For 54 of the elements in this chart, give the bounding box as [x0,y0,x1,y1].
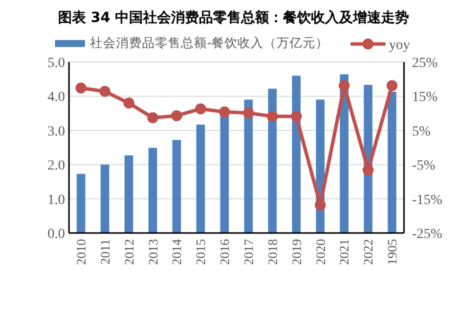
y2-tick-label: -15% [412,192,443,208]
y2-tick-label: 25% [412,56,438,71]
x-tick-label: 2016 [217,238,232,265]
x-tick-label: 2022 [360,239,376,265]
bar [172,140,181,233]
x-tick-label: 1905 [384,239,400,265]
x-tick-label: 2021 [336,239,352,265]
bar [148,148,158,233]
bar [292,76,301,233]
x-tick-label: 2011 [97,239,112,265]
x-tick-label: 2012 [121,239,136,265]
x-tick-label: 2014 [169,238,184,265]
bar [76,174,86,233]
x-tick-label: 2015 [193,239,208,265]
y-tick-label: 0.0 [48,227,65,242]
x-tick-label: 2020 [312,239,328,265]
bar [268,88,277,233]
x-tick-label: 2010 [73,239,88,265]
point [338,80,350,92]
x-tick-label: 2019 [288,239,304,265]
y-tick-label: 3.0 [48,124,65,140]
point [75,82,86,94]
point [314,199,326,210]
x-tick-label: 2017 [240,238,256,265]
bar [196,124,205,233]
point [219,106,230,118]
y-tick-label: 4.0 [48,90,65,106]
point [171,110,182,122]
bar [388,92,396,233]
bar [124,155,134,233]
point [362,164,374,176]
legend-label: 社会消费品零售总额-餐饮收入（万亿元） [90,35,329,50]
bar [220,114,229,233]
bar [244,100,253,233]
point [266,110,278,122]
y-tick-label: 5.0 [48,56,65,71]
legend-label: yoy [389,38,410,53]
point [147,112,158,124]
point [99,86,110,97]
y2-tick-label: 5% [412,124,431,140]
point [290,110,302,122]
y-tick-label: 1.0 [48,192,65,208]
y2-tick-label: -5% [412,158,436,174]
y-tick-label: 2.0 [48,158,65,174]
point [195,103,206,114]
point [386,80,398,92]
y2-tick-label: -25% [412,227,443,242]
point [242,107,254,118]
bar [100,164,110,233]
point [123,98,134,109]
chart-title: 图表 34 中国社会消费品零售总额：餐饮收入及增速走势 [58,9,410,26]
x-tick-label: 2013 [145,239,160,265]
x-tick-label: 2018 [264,239,280,265]
y2-tick-label: 15% [412,90,438,106]
